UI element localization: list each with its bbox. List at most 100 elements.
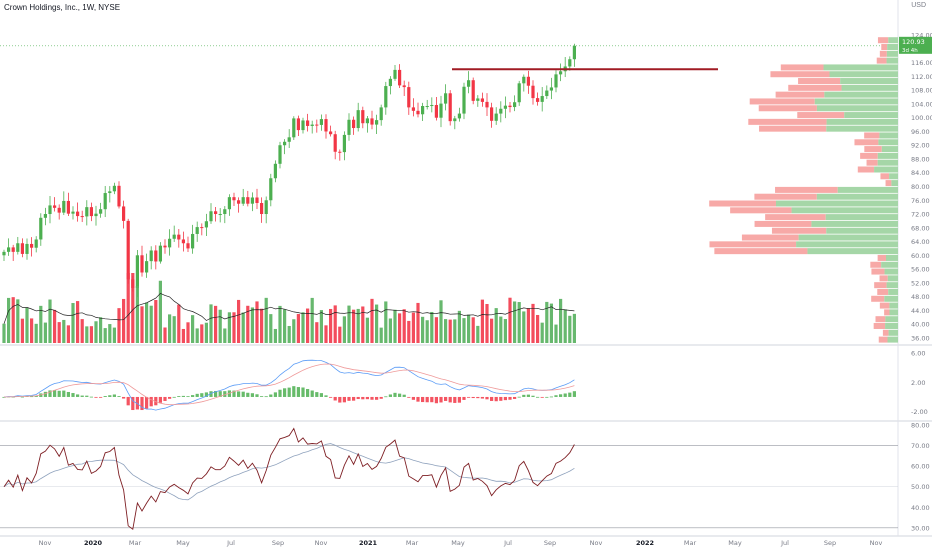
macd-histogram-bar bbox=[112, 394, 116, 397]
candle-body bbox=[416, 110, 420, 115]
volume-bar bbox=[122, 298, 126, 343]
candle-body bbox=[241, 197, 245, 204]
candle-body bbox=[315, 124, 319, 126]
price-tick-label: 100.00 bbox=[911, 114, 932, 122]
volume-bar bbox=[273, 328, 277, 343]
volume-bar bbox=[365, 317, 369, 343]
rsi-tick-label: 80.00 bbox=[911, 422, 930, 430]
macd-histogram-bar bbox=[103, 396, 107, 397]
volume-bar bbox=[306, 308, 310, 343]
time-axis-label: Mar bbox=[129, 539, 142, 547]
volume-bar bbox=[287, 325, 291, 343]
candle-body bbox=[471, 80, 475, 101]
volume-bar bbox=[48, 299, 52, 343]
candle-body bbox=[7, 247, 11, 252]
macd-tick-label: 2.00 bbox=[911, 379, 925, 387]
volume-profile-up bbox=[878, 139, 898, 146]
volume-profile-down bbox=[788, 84, 842, 91]
candle-body bbox=[214, 211, 218, 215]
volume-profile-down bbox=[749, 98, 815, 105]
volume-bar bbox=[71, 303, 75, 343]
volume-bar bbox=[218, 309, 222, 343]
candle-body bbox=[108, 191, 112, 194]
candle-body bbox=[476, 98, 480, 101]
candle-body bbox=[361, 110, 365, 124]
candle-body bbox=[255, 197, 259, 204]
volume-bar bbox=[430, 311, 434, 343]
volume-profile-up bbox=[877, 159, 898, 166]
time-axis-label: Jul bbox=[503, 539, 512, 547]
price-tick-label: 68.00 bbox=[911, 224, 930, 232]
time-axis-label: May bbox=[176, 539, 190, 547]
candle-body bbox=[503, 105, 507, 109]
volume-bar bbox=[425, 320, 429, 343]
volume-bar bbox=[457, 310, 461, 343]
volume-bar bbox=[434, 317, 438, 343]
volume-bar bbox=[66, 325, 70, 343]
volume-bar bbox=[402, 309, 406, 343]
candle-body bbox=[149, 250, 153, 262]
volume-bar bbox=[154, 300, 158, 343]
volume-bar bbox=[209, 304, 213, 343]
volume-profile-up bbox=[881, 261, 898, 268]
candle-body bbox=[457, 113, 461, 119]
volume-bar bbox=[181, 328, 185, 343]
candle-body bbox=[237, 200, 241, 204]
volume-profile-up bbox=[879, 132, 898, 139]
volume-bar bbox=[250, 307, 254, 343]
volume-bar bbox=[421, 316, 425, 343]
macd-histogram-bar bbox=[200, 393, 204, 397]
candle-body bbox=[526, 76, 530, 86]
volume-bar bbox=[361, 306, 365, 343]
candle-body bbox=[356, 110, 360, 129]
volume-profile-down bbox=[879, 275, 888, 282]
volume-bar bbox=[384, 301, 388, 343]
volume-profile-up bbox=[888, 37, 898, 44]
candle-body bbox=[232, 197, 236, 201]
volume-profile-down bbox=[875, 316, 886, 323]
rsi-line bbox=[3, 427, 575, 530]
candle-body bbox=[89, 207, 93, 217]
macd-histogram-bar bbox=[66, 391, 70, 397]
candle-body bbox=[522, 76, 526, 84]
volume-profile-down bbox=[730, 207, 792, 214]
candle-body bbox=[545, 90, 549, 97]
volume-profile-down bbox=[874, 282, 887, 289]
volume-bar bbox=[260, 308, 264, 343]
candle-body bbox=[20, 243, 24, 254]
volume-bar bbox=[246, 305, 250, 343]
candle-body bbox=[310, 124, 314, 126]
volume-bar bbox=[2, 323, 6, 343]
volume-bar bbox=[388, 318, 392, 343]
volume-bar bbox=[490, 318, 494, 343]
candle-body bbox=[283, 141, 287, 146]
candle-body bbox=[30, 243, 34, 248]
candle-body bbox=[342, 134, 346, 153]
candle-body bbox=[112, 185, 116, 192]
candle-body bbox=[494, 113, 498, 121]
macd-histogram-bar bbox=[503, 396, 507, 401]
macd-histogram-bar bbox=[131, 396, 135, 411]
macd-histogram-bar bbox=[526, 394, 530, 397]
price-tick-label: 52.00 bbox=[911, 279, 930, 287]
macd-histogram-bar bbox=[246, 392, 250, 397]
candle-body bbox=[329, 131, 333, 135]
candle-body bbox=[462, 86, 466, 114]
candle-body bbox=[393, 69, 397, 79]
macd-histogram-bar bbox=[554, 395, 558, 397]
candle-body bbox=[292, 118, 296, 138]
symbol-title[interactable]: Crown Holdings, Inc., 1W, NYSE bbox=[4, 3, 121, 12]
macd-histogram-bar bbox=[333, 396, 337, 401]
candle-body bbox=[62, 200, 66, 213]
candle-body bbox=[467, 80, 471, 87]
volume-bar bbox=[416, 302, 420, 343]
volume-bar bbox=[158, 280, 162, 343]
volume-bar bbox=[315, 322, 319, 343]
macd-histogram-bar bbox=[434, 396, 438, 404]
volume-bar bbox=[292, 319, 296, 343]
volume-bar bbox=[126, 273, 130, 343]
macd-histogram-bar bbox=[62, 390, 66, 397]
volume-bar bbox=[379, 327, 383, 343]
candle-body bbox=[16, 243, 20, 252]
